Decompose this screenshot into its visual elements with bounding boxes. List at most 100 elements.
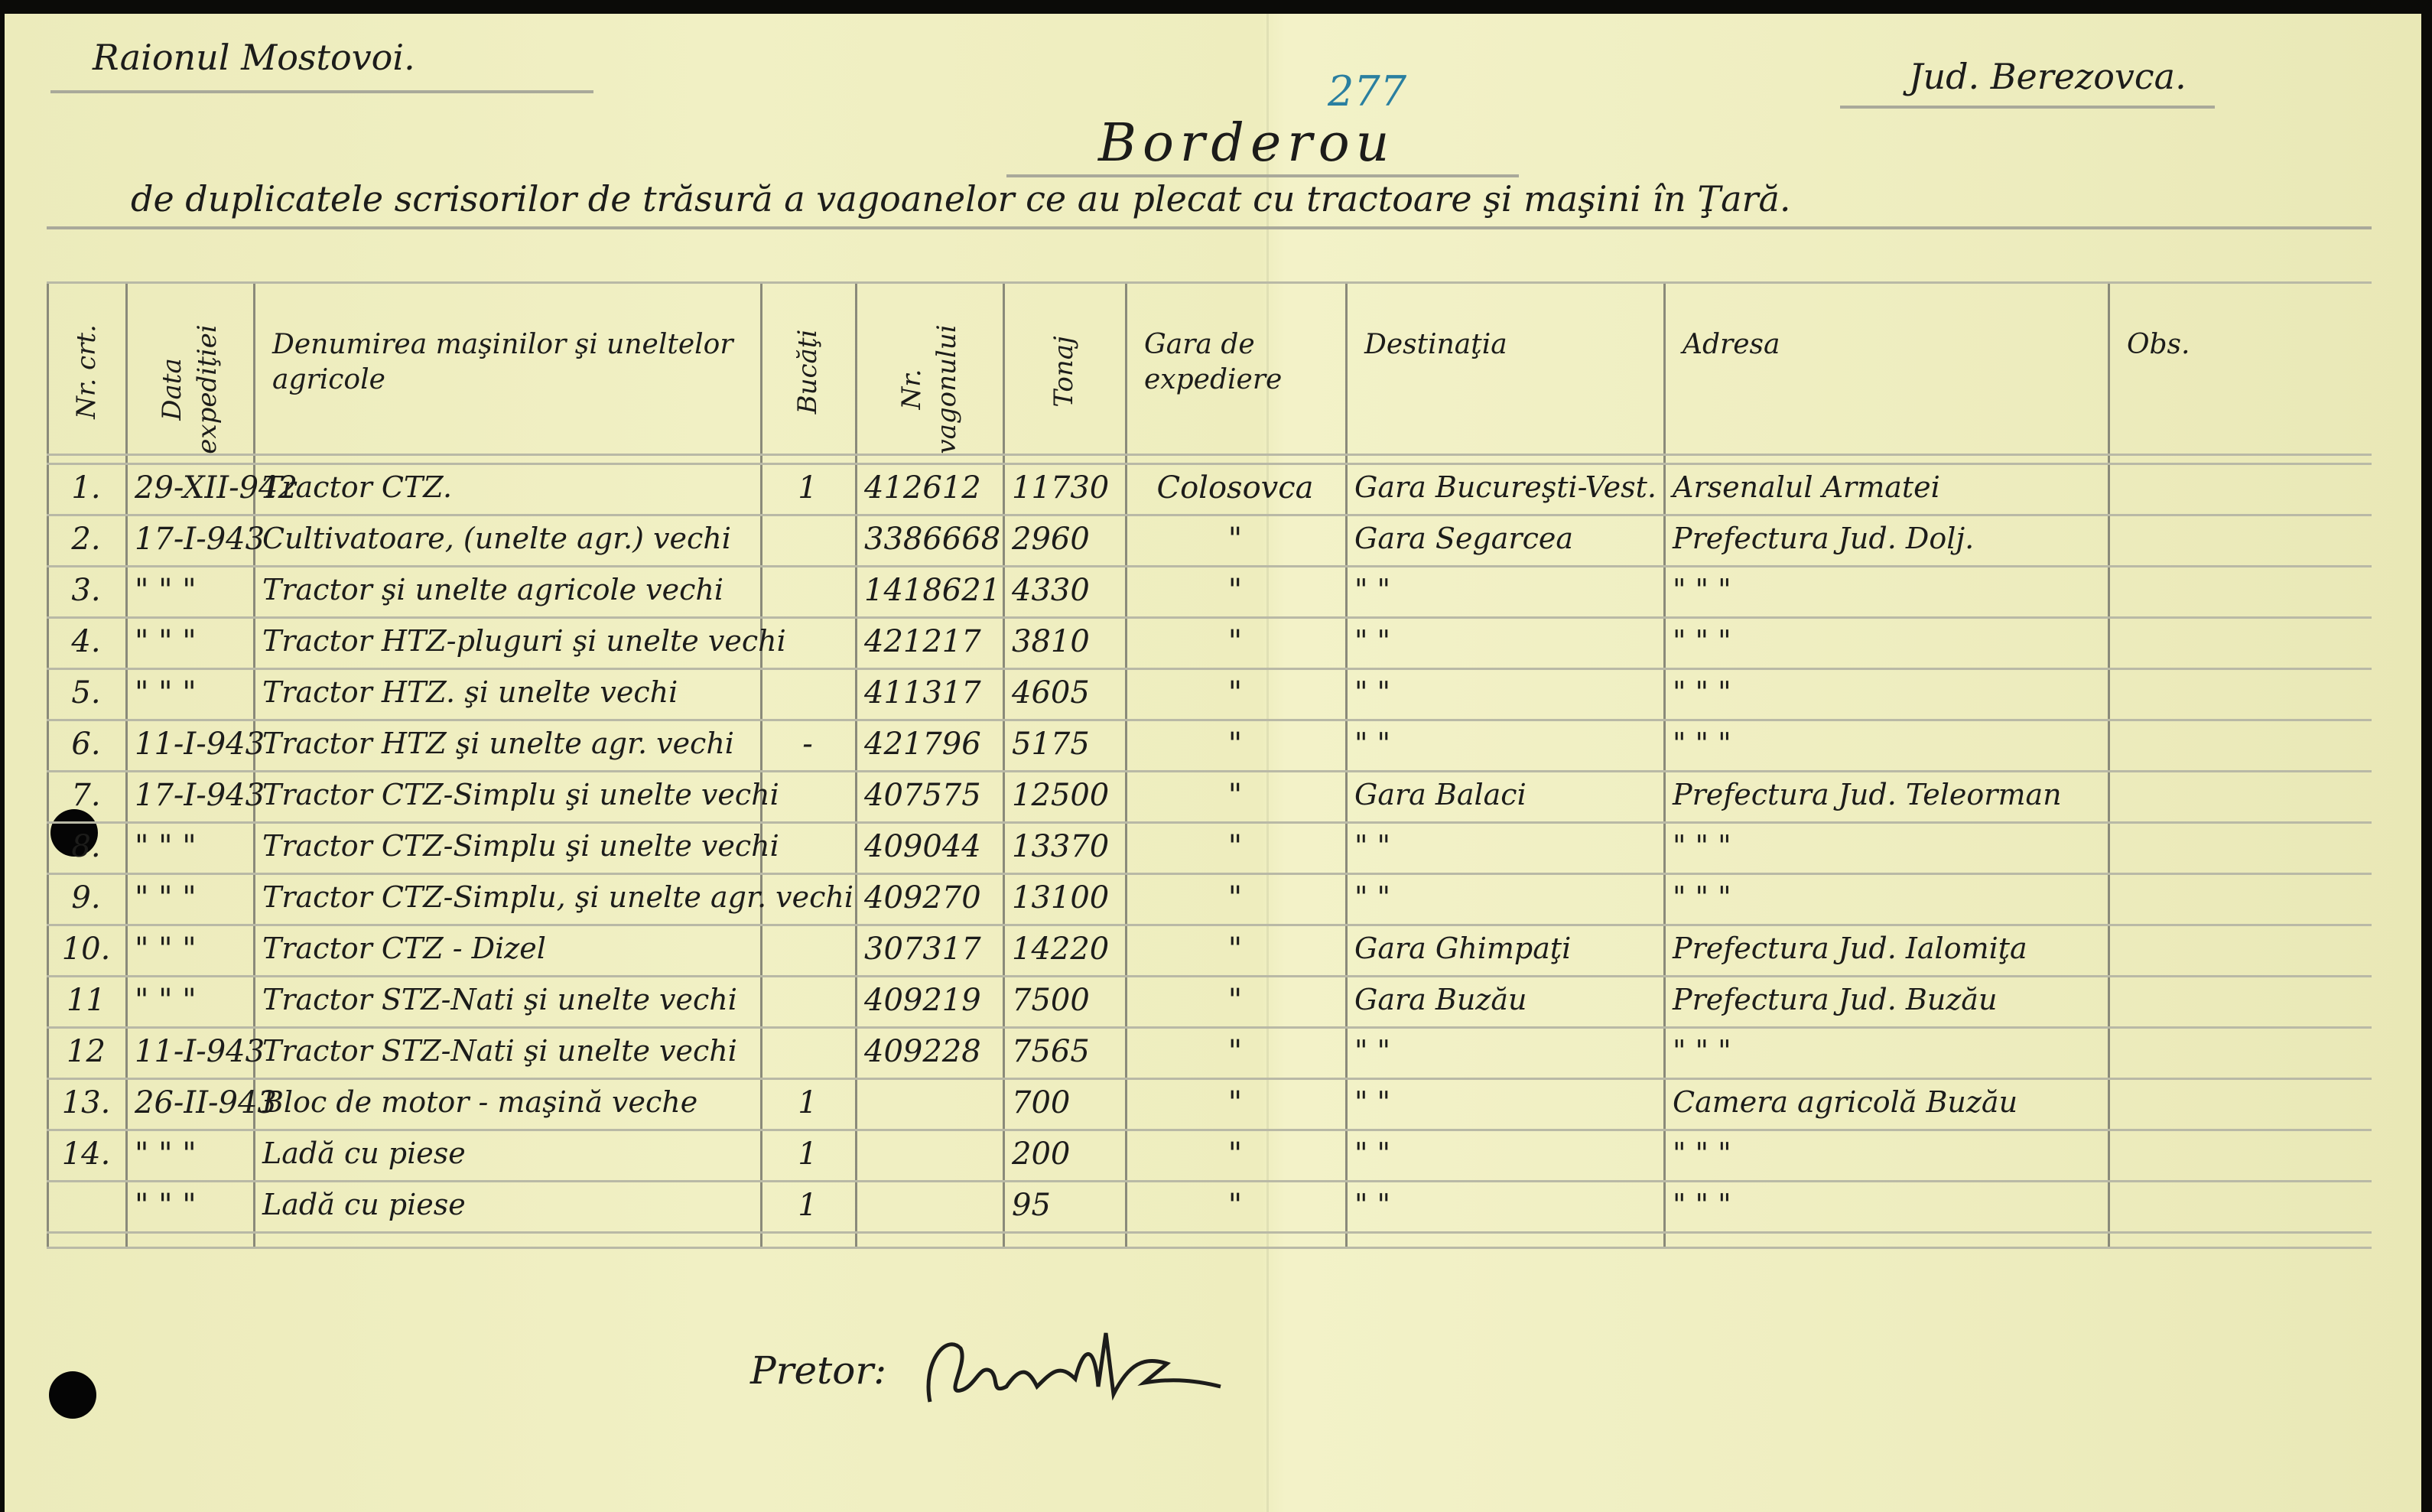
cell-departure-station: ": [1227, 624, 1243, 659]
cell-destination: " ": [1354, 675, 1391, 709]
cell-departure-station: ": [1227, 1034, 1243, 1069]
cell-destination: " ": [1354, 573, 1391, 606]
cell-destination: Gara Segarcea: [1354, 522, 1574, 555]
cell-address: " " ": [1673, 1188, 1731, 1221]
row-divider: [47, 924, 2372, 926]
cell-destination: " ": [1354, 1085, 1391, 1119]
cell-tonnage: 14220: [1012, 932, 1110, 967]
cell-pieces: -: [802, 727, 813, 762]
cell-departure-station: ": [1227, 727, 1243, 762]
cell-date: 17-I-943: [135, 522, 265, 557]
cell-destination: " ": [1354, 1034, 1391, 1068]
cell-wagon-number: 421796: [864, 727, 981, 762]
row-divider: [47, 821, 2372, 824]
cell-description: Tractor CTZ - Dizel: [262, 932, 546, 965]
cell-wagon-number: 307317: [864, 932, 981, 967]
cell-description: Tractor CTZ.: [262, 470, 453, 504]
row-divider: [47, 616, 2372, 619]
cell-tonnage: 5175: [1012, 727, 1090, 762]
cell-date: " " ": [135, 1136, 197, 1172]
cell-date: " " ": [135, 624, 197, 659]
cell-departure-station: ": [1227, 1085, 1243, 1120]
row-divider: [47, 1180, 2372, 1182]
column-divider: [760, 281, 762, 1247]
cell-nr: 14.: [61, 1136, 111, 1172]
cell-destination: Gara Buzău: [1354, 983, 1527, 1016]
cell-tonnage: 4605: [1012, 675, 1090, 710]
cell-departure-station: ": [1227, 522, 1243, 557]
column-header-wagon-number: Nr. vagonului: [896, 324, 962, 454]
cell-description: Tractor STZ-Nati şi unelte vechi: [262, 1034, 737, 1068]
cell-address: " " ": [1673, 880, 1731, 914]
cell-nr: 3.: [71, 573, 101, 608]
column-header-departure-station: Gara de expediere: [1144, 329, 1283, 395]
column-header-date: Data expediţiei: [156, 324, 223, 454]
cell-wagon-number: 1418621: [864, 573, 1001, 608]
cell-tonnage: 700: [1012, 1085, 1071, 1120]
column-divider: [1345, 281, 1348, 1247]
cell-nr: 6.: [71, 727, 101, 762]
cell-date: " " ": [135, 983, 197, 1018]
cell-address: Prefectura Jud. Ialomiţa: [1673, 932, 2027, 965]
row-divider: [47, 719, 2372, 721]
table-row: 12 11-I-943 Tractor STZ-Nati şi unelte vec…: [47, 1026, 2372, 1078]
underline: [1840, 106, 2215, 109]
cell-destination: " ": [1354, 829, 1391, 863]
row-divider: [47, 873, 2372, 875]
cell-address: Camera agricolă Buzău: [1673, 1085, 2018, 1119]
cell-description: Ladă cu piese: [262, 1188, 466, 1221]
table-row: 9. " " " Tractor CTZ-Simplu, şi unelte agr…: [47, 873, 2372, 924]
column-divider: [1663, 281, 1666, 1247]
cell-wagon-number: 411317: [864, 675, 981, 710]
cell-tonnage: 13370: [1012, 829, 1110, 864]
cell-pieces: 1: [798, 1136, 818, 1172]
cell-wagon-number: 409044: [864, 829, 981, 864]
cell-tonnage: 3810: [1012, 624, 1090, 659]
cell-destination: " ": [1354, 727, 1391, 760]
column-header-pieces: Bucăţi: [792, 329, 823, 415]
cell-departure-station: ": [1227, 829, 1243, 864]
column-divider: [125, 281, 128, 1247]
row-divider: [47, 1247, 2372, 1249]
cell-address: Prefectura Jud. Dolj.: [1673, 522, 1975, 555]
column-header-obs: Obs.: [2127, 329, 2190, 360]
cell-date: 11-I-943: [135, 727, 265, 762]
cell-date: " " ": [135, 573, 197, 608]
cell-description: Tractor HTZ-pluguri şi unelte vechi: [262, 624, 786, 658]
cell-departure-station: Colosovca: [1156, 470, 1314, 506]
column-header-description: Denumirea maşinilor şi uneltelor agricol…: [272, 329, 733, 395]
cell-address: Prefectura Jud. Teleorman: [1673, 778, 2062, 811]
table-row: 4. " " " Tractor HTZ-pluguri şi unelte vec…: [47, 616, 2372, 668]
cell-departure-station: ": [1227, 675, 1243, 710]
cell-tonnage: 200: [1012, 1136, 1071, 1172]
cell-address: " " ": [1673, 1136, 1731, 1170]
row-divider: [47, 1231, 2372, 1234]
cell-tonnage: 7565: [1012, 1034, 1090, 1069]
cell-date: 29-XII-942: [135, 470, 297, 506]
cell-date: " " ": [135, 829, 197, 864]
cell-tonnage: 7500: [1012, 983, 1090, 1018]
cell-destination: " ": [1354, 624, 1391, 658]
table-row: 7. 17-I-943 Tractor CTZ-Simplu şi unelte v…: [47, 770, 2372, 821]
cell-wagon-number: 3386668: [864, 522, 1001, 557]
cell-date: " " ": [135, 932, 197, 967]
cell-nr: 12: [67, 1034, 106, 1069]
cell-nr: 7.: [71, 778, 101, 813]
cell-tonnage: 2960: [1012, 522, 1090, 557]
column-divider: [2108, 281, 2110, 1247]
cell-date: 11-I-943: [135, 1034, 265, 1069]
cell-tonnage: 11730: [1012, 470, 1110, 506]
table-row: 11 " " " Tractor STZ-Nati şi unelte vechi 4…: [47, 975, 2372, 1026]
cell-nr: 2.: [71, 522, 101, 557]
row-divider: [47, 281, 2372, 284]
cell-tonnage: 13100: [1012, 880, 1110, 915]
table-row: 6. 11-I-943 Tractor HTZ şi unelte agr. vec…: [47, 719, 2372, 770]
column-divider: [1125, 281, 1127, 1247]
cell-tonnage: 4330: [1012, 573, 1090, 608]
cell-tonnage: 95: [1012, 1188, 1051, 1223]
cell-tonnage: 12500: [1012, 778, 1110, 813]
cell-description: Tractor HTZ. şi unelte vechi: [262, 675, 678, 709]
cell-pieces: 1: [798, 1188, 818, 1223]
cell-address: " " ": [1673, 675, 1731, 709]
cell-wagon-number: 409228: [864, 1034, 981, 1069]
